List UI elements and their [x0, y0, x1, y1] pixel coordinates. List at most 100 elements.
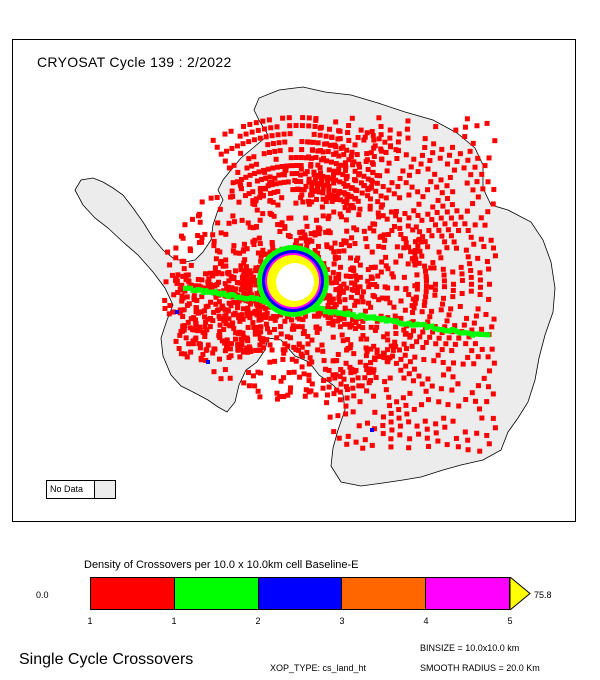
crossover-cell [430, 204, 436, 210]
crossover-cell [332, 240, 338, 246]
crossover-cell [249, 129, 255, 135]
crossover-cell [336, 166, 342, 172]
crossover-cell [245, 338, 251, 344]
crossover-cell [179, 307, 185, 313]
crossover-cell [336, 153, 342, 159]
crossover-cell [421, 357, 427, 363]
crossover-cell [396, 407, 402, 413]
crossover-band-cell [485, 332, 491, 338]
crossover-cell [214, 308, 220, 314]
crossover-cell [431, 141, 437, 147]
crossover-cell [411, 305, 417, 311]
crossover-cell [216, 333, 222, 339]
crossover-cell [235, 302, 241, 308]
crossover-cell [173, 245, 179, 251]
crossover-cell [406, 172, 412, 178]
crossover-cell [303, 155, 309, 161]
crossover-cell [489, 346, 495, 352]
binsize-label: BINSIZE = 10.0x10.0 km [420, 643, 520, 653]
crossover-cell [287, 131, 293, 137]
crossover-cell [229, 145, 235, 151]
crossover-cell [171, 292, 177, 298]
crossover-cell [211, 243, 217, 249]
crossover-band-cell [233, 294, 239, 300]
crossover-cell [481, 244, 487, 250]
crossover-cell [416, 431, 422, 437]
crossover-cell [400, 168, 406, 174]
crossover-cell [357, 399, 363, 405]
crossover-cell [284, 163, 290, 169]
crossover-band-cell [358, 312, 364, 318]
crossover-cell [289, 326, 295, 332]
crossover-cell [206, 278, 212, 284]
crossover-cell [217, 249, 223, 255]
crossover-cell [271, 189, 277, 195]
crossover-cell [257, 217, 263, 223]
crossover-band-cell [421, 322, 427, 328]
crossover-cell [378, 193, 384, 199]
crossover-cell [410, 378, 416, 384]
crossover-cell [398, 367, 404, 373]
crossover-cell [357, 262, 363, 268]
map-frame: CRYOSAT Cycle 139 : 2/2022 No Data [12, 39, 576, 522]
crossover-cell [312, 230, 318, 236]
crossover-cell [273, 181, 279, 187]
crossover-cell [368, 346, 374, 352]
crossover-cell [373, 188, 379, 194]
legend-segment [91, 578, 175, 609]
crossover-cell [208, 299, 214, 305]
crossover-cell [376, 297, 382, 303]
crossover-cell [217, 322, 223, 328]
crossover-cell [331, 151, 337, 157]
crossover-cell [295, 314, 301, 320]
crossover-cell [348, 274, 354, 280]
crossover-cell [385, 285, 391, 291]
crossover-band-cell [444, 328, 450, 334]
crossover-cell [327, 275, 333, 281]
crossover-cell [444, 209, 450, 215]
crossover-cell [197, 345, 203, 351]
crossover-cell [423, 289, 429, 295]
crossover-cell [248, 278, 254, 284]
crossover-cell [325, 314, 331, 320]
crossover-band-cell [327, 310, 333, 316]
crossover-cell [374, 347, 380, 353]
legend-tick-label: 2 [255, 616, 261, 626]
crossover-cell [341, 248, 347, 254]
crossover-cell [331, 168, 337, 174]
crossover-cell [337, 128, 343, 134]
crossover-cell [438, 255, 444, 261]
crossover-cell [282, 168, 288, 174]
crossover-cell [294, 187, 300, 193]
crossover-cell [271, 313, 277, 319]
crossover-cell [318, 181, 324, 187]
crossover-cell [304, 244, 310, 250]
crossover-cell [389, 353, 395, 359]
crossover-cell [344, 347, 350, 353]
crossover-cell [205, 342, 211, 348]
crossover-cell [248, 348, 254, 354]
crossover-cell [384, 168, 390, 174]
crossover-cell [330, 372, 336, 378]
crossover-cell [309, 155, 315, 161]
crossover-cell [224, 339, 230, 345]
crossover-cell [431, 265, 437, 271]
crossover-cell [299, 123, 305, 129]
crossover-cell [345, 337, 351, 343]
crossover-cell [416, 201, 422, 207]
crossover-band-cell [241, 295, 247, 301]
crossover-cell [420, 194, 426, 200]
crossover-cell [285, 392, 291, 398]
crossover-cell [287, 389, 293, 395]
crossover-cell [355, 198, 361, 204]
crossover-cell [275, 132, 281, 138]
crossover-cell [274, 164, 280, 170]
crossover-cell [208, 195, 214, 201]
crossover-cell [440, 359, 446, 365]
crossover-cell [269, 133, 275, 139]
crossover-cell [299, 364, 305, 370]
crossover-cell [393, 344, 399, 350]
crossover-cell [307, 192, 313, 198]
crossover-cell [378, 146, 384, 152]
crossover-cell [346, 123, 352, 129]
